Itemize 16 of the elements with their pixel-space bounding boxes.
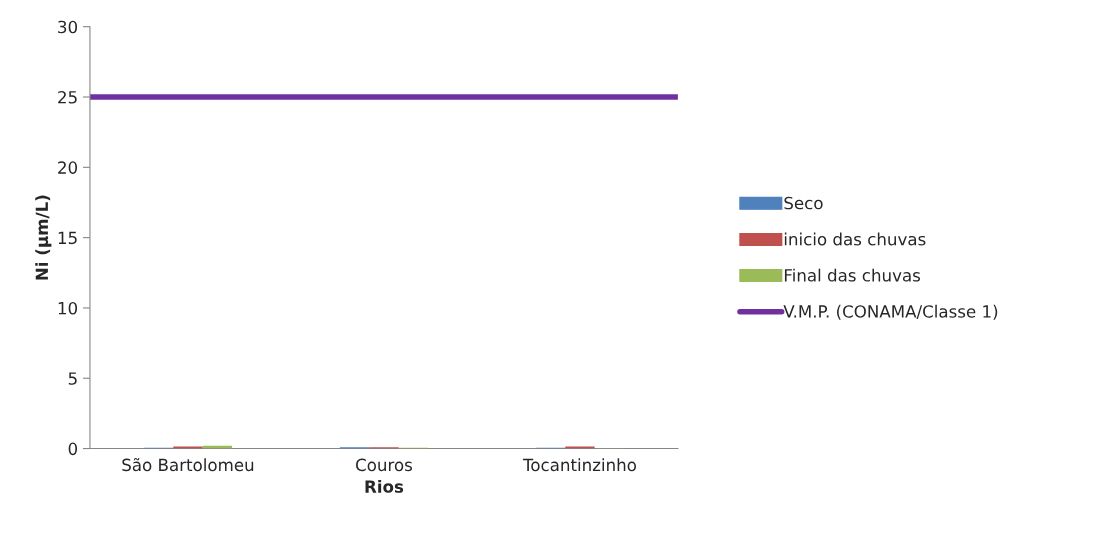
y-tick-label: 20 (58, 161, 78, 174)
y-tick-label: 0 (68, 442, 78, 456)
legend-label: Final das chuvas (784, 268, 921, 282)
legend-label: inicio das chuvas (784, 232, 926, 246)
x-axis-title: Rios (365, 479, 404, 493)
y-tick-label: 10 (58, 301, 78, 315)
x-tick-label: São Bartolomeu (122, 458, 254, 472)
x-tick-label: Couros (356, 458, 413, 472)
legend-label: Seco (784, 196, 823, 210)
y-axis-title: Ni (µm/L) (35, 195, 52, 280)
y-tick-label: 5 (68, 372, 77, 385)
legend-label: V.M.P. (CONAMA/Classe 1) (783, 304, 998, 320)
x-tick-label: Tocantinzinho (522, 458, 636, 472)
y-tick-label: 25 (58, 90, 77, 104)
y-tick-label: 15 (58, 231, 77, 245)
y-tick-label: 30 (58, 20, 78, 34)
